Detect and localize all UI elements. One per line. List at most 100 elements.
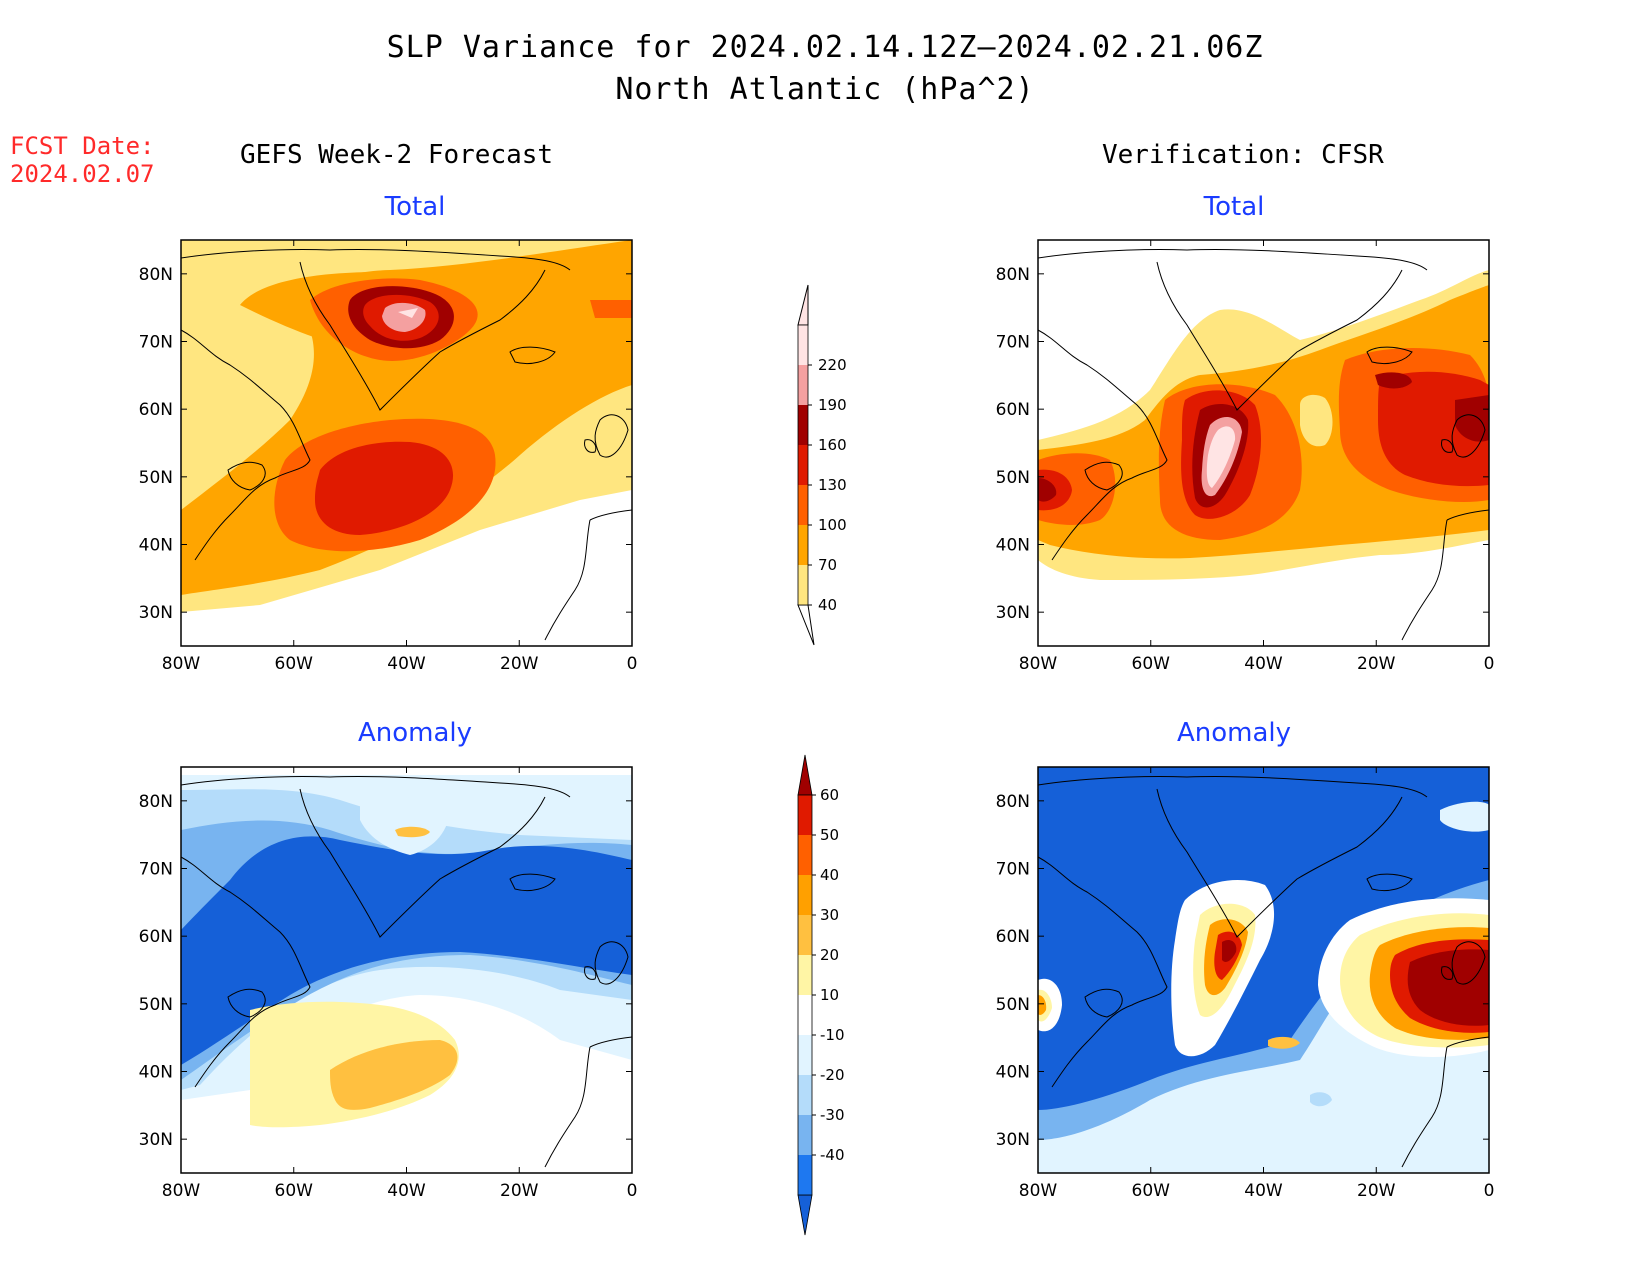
lon-tick-label: 40W [387,1181,426,1201]
colorbar-anomaly-label: -40 [820,1146,845,1164]
lat-tick-label: 70N [996,860,1030,880]
main-title-line1: SLP Variance for 2024.02.14.12Z–2024.02.… [386,30,1264,65]
lon-tick-label: 20W [1357,654,1396,674]
lon-tick-label: 20W [500,654,539,674]
lon-tick-label: 80W [1019,1181,1058,1201]
colorbar-total-label: 220 [818,356,847,374]
lat-tick-label: 50N [996,468,1030,488]
lon-tick-label: 40W [387,654,426,674]
lon-tick-label: 40W [1244,654,1283,674]
colorbar-anomaly-label: 30 [820,906,839,924]
colorbar-anomaly-label: 60 [820,786,839,804]
colorbar-anomaly-label: -30 [820,1106,845,1124]
colorbar-swatch [798,995,812,1035]
lat-tick-label: 80N [996,265,1030,285]
lat-tick-label: 80N [996,792,1030,812]
coastlines-verification-anomaly [1038,775,1489,1168]
lat-tick-label: 30N [139,603,173,623]
colorbar-swatch [798,1155,812,1195]
lat-tick-label: 60N [996,400,1030,420]
lon-tick-label: 60W [275,1181,314,1201]
lat-tick-label: 40N [996,536,1030,556]
colorbar-lower-extension [797,1194,813,1236]
lon-tick-label: 0 [627,1181,638,1201]
fcst-date-label: FCST Date: 2024.02.07 [10,132,155,188]
map-panel-forecast-total: 80N 70N 60N 50N 40N 30N 80W 60W 40W 20W 0 [139,239,638,674]
colorbar-anomaly-label: 40 [820,866,839,884]
column-title-forecast: GEFS Week-2 Forecast [240,140,554,170]
lon-tick-label: 80W [162,654,201,674]
lat-tick-label: 50N [996,995,1030,1015]
lat-tick-label: 30N [996,1130,1030,1150]
lat-tick-label: 40N [139,536,173,556]
colorbar-anomaly-label: -20 [820,1066,845,1084]
lat-tick-label: 70N [139,333,173,353]
panel-title-verification-anomaly: Anomaly [1176,718,1292,748]
colorbar-swatch [798,485,808,525]
colorbar-swatch [798,835,812,875]
map-panel-forecast-anomaly: 80N 70N 60N 50N 40N 30N 80W 60W 40W 20W 0 [139,766,638,1201]
colorbar-swatch [798,875,812,915]
panel-title-forecast-total: Total [384,192,446,222]
colorbar-swatch [798,1075,812,1115]
lat-tick-label: 60N [139,400,173,420]
colorbar-anomaly-label: 50 [820,826,839,844]
colorbar-anomaly: -40 -30 -20 -10 10 20 30 40 50 60 [797,754,845,1236]
colorbar-total-label: 190 [818,396,847,414]
lat-tick-label: 70N [139,860,173,880]
lon-tick-label: 20W [500,1181,539,1201]
colorbar-swatch [798,405,808,445]
lat-tick-label: 30N [139,1130,173,1150]
coastlines-verification-total [1038,248,1489,641]
fcst-label: FCST Date: [10,132,155,160]
lon-tick-label: 0 [1484,1181,1495,1201]
colorbar-anomaly-label: 10 [820,986,839,1004]
coastlines-forecast-total [181,248,632,641]
lat-tick-label: 50N [139,995,173,1015]
colorbar-total-label: 40 [818,596,837,614]
colorbar-swatch [798,325,808,365]
coastlines-forecast-anomaly [181,775,632,1168]
lon-tick-label: 40W [1244,1181,1283,1201]
lat-tick-label: 60N [996,927,1030,947]
colorbar-upper-extension [797,754,813,796]
lon-tick-label: 0 [627,654,638,674]
colorbar-total-label: 160 [818,436,847,454]
lat-tick-label: 40N [996,1063,1030,1083]
colorbar-upper-extension [797,284,809,326]
fcst-date: 2024.02.07 [10,160,155,188]
colorbar-swatch [798,915,812,955]
lat-tick-label: 60N [139,927,173,947]
colorbar-lower-extension [797,604,815,646]
lat-tick-label: 70N [996,333,1030,353]
colorbar-swatch [798,565,808,605]
lon-tick-label: 80W [1019,654,1058,674]
colorbar-swatch [798,1115,812,1155]
panel-title-forecast-anomaly: Anomaly [357,718,473,748]
lon-tick-label: 80W [162,1181,201,1201]
colorbar-swatch [798,445,808,485]
colorbar-swatch [798,955,812,995]
main-title-line2: North Atlantic (hPa^2) [615,72,1035,107]
colorbar-swatch [798,795,812,835]
lon-tick-label: 60W [1132,1181,1171,1201]
lat-tick-label: 40N [139,1063,173,1083]
colorbar-total-label: 100 [818,516,847,534]
colorbar-swatch [798,365,808,405]
colorbar-anomaly-label: 20 [820,946,839,964]
lon-tick-label: 60W [275,654,314,674]
lon-tick-label: 0 [1484,654,1495,674]
colorbar-total: 40 70 100 130 160 190 220 [797,284,847,646]
lat-tick-label: 50N [139,468,173,488]
lon-tick-label: 20W [1357,1181,1396,1201]
panel-title-verification-total: Total [1203,192,1265,222]
colorbar-total-label: 130 [818,476,847,494]
map-panel-verification-total: 80N 70N 60N 50N 40N 30N 80W 60W 40W 20W 0 [996,239,1495,674]
colorbar-total-label: 70 [818,556,837,574]
colorbar-swatch [798,1035,812,1075]
lat-tick-label: 30N [996,603,1030,623]
lat-tick-label: 80N [139,265,173,285]
map-panel-verification-anomaly: 80N 70N 60N 50N 40N 30N 80W 60W 40W 20W 0 [996,766,1495,1201]
colorbar-swatch [798,525,808,565]
